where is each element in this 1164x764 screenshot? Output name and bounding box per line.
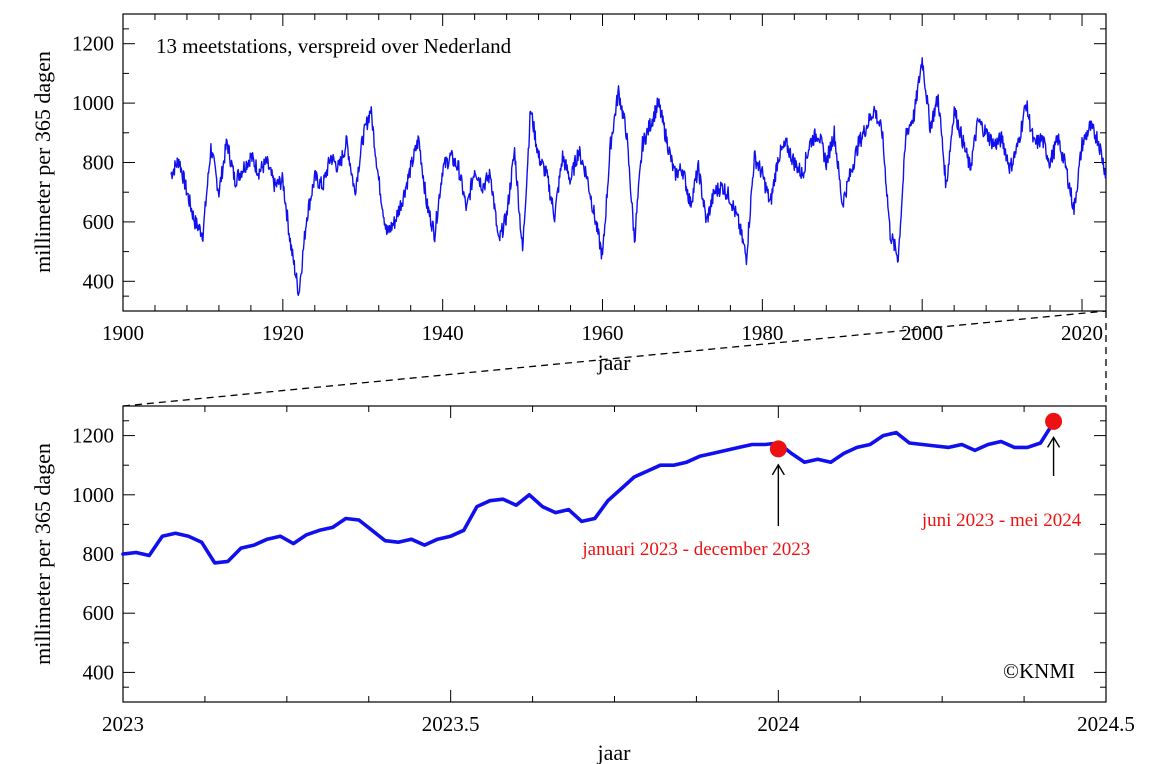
highlight-label: juni 2023 - mei 2024 <box>921 510 1082 531</box>
highlight-point <box>769 440 787 458</box>
top-y-tick-label: 400 <box>83 269 115 293</box>
bottom-y-tick-label: 400 <box>83 660 115 684</box>
top-axis-ticks: 1900 1920 1940 1960 1980 2000 2020 400 600 800 100… <box>72 14 1106 345</box>
bottom-x-tick-label: 2023.5 <box>422 712 480 736</box>
bottom-x-tick-label: 2023 <box>102 712 144 736</box>
bottom-y-tick-label: 800 <box>83 542 115 566</box>
zoom-connector <box>122 310 1107 407</box>
bottom-axis-ticks: 2023 2023.5 2024 2024.5 400 600 800 1000 1200 <box>72 406 1135 736</box>
top-y-tick-label: 800 <box>83 151 115 175</box>
bottom-chart: 2023 2023.5 2024 2024.5 400 600 800 1000 1200 ja… <box>30 405 1135 764</box>
bottom-x-tick-label: 2024 <box>757 712 800 736</box>
top-x-tick-label: 1980 <box>741 321 783 345</box>
zoom-connector-left <box>122 310 1107 407</box>
top-series-group <box>170 57 1107 296</box>
top-x-tick-label: 1940 <box>422 321 464 345</box>
top-series-line <box>170 57 1107 296</box>
top-x-tick-label: 2020 <box>1061 321 1103 345</box>
copyright-label: ©KNMI <box>1003 659 1075 683</box>
highlight-label: januari 2023 - december 2023 <box>581 539 810 560</box>
top-y-tick-label: 1200 <box>72 32 114 56</box>
top-x-axis-title: jaar <box>597 350 632 375</box>
top-x-tick-label: 1960 <box>582 321 624 345</box>
top-x-tick-label: 2000 <box>901 321 943 345</box>
bottom-x-tick-label: 2024.5 <box>1077 712 1135 736</box>
bottom-highlights: januari 2023 - december 2023 juni 2023 - … <box>581 412 1082 560</box>
top-chart: 1900 1920 1940 1960 1980 2000 2020 400 600 800 100… <box>30 13 1107 375</box>
bottom-y-axis-title: millimeter per 365 dagen <box>30 443 55 665</box>
top-y-axis-title: millimeter per 365 dagen <box>30 51 55 273</box>
top-x-tick-label: 1900 <box>102 321 144 345</box>
top-y-tick-label: 1000 <box>72 91 114 115</box>
bottom-y-tick-label: 1200 <box>72 424 114 448</box>
highlight-point <box>1045 412 1063 430</box>
bottom-y-tick-label: 1000 <box>72 483 114 507</box>
highlight-arrow-head <box>1046 436 1061 448</box>
bottom-x-axis-title: jaar <box>597 740 632 764</box>
bottom-series-line <box>121 420 1056 565</box>
bottom-y-tick-label: 600 <box>83 601 115 625</box>
highlight-arrow-head <box>771 463 785 476</box>
top-y-tick-label: 600 <box>83 210 115 234</box>
top-chart-note: 13 meetstations, verspreid over Nederlan… <box>156 34 512 58</box>
top-plot-frame <box>122 13 1107 312</box>
top-x-tick-label: 1920 <box>262 321 304 345</box>
bottom-series-group <box>121 420 1056 565</box>
